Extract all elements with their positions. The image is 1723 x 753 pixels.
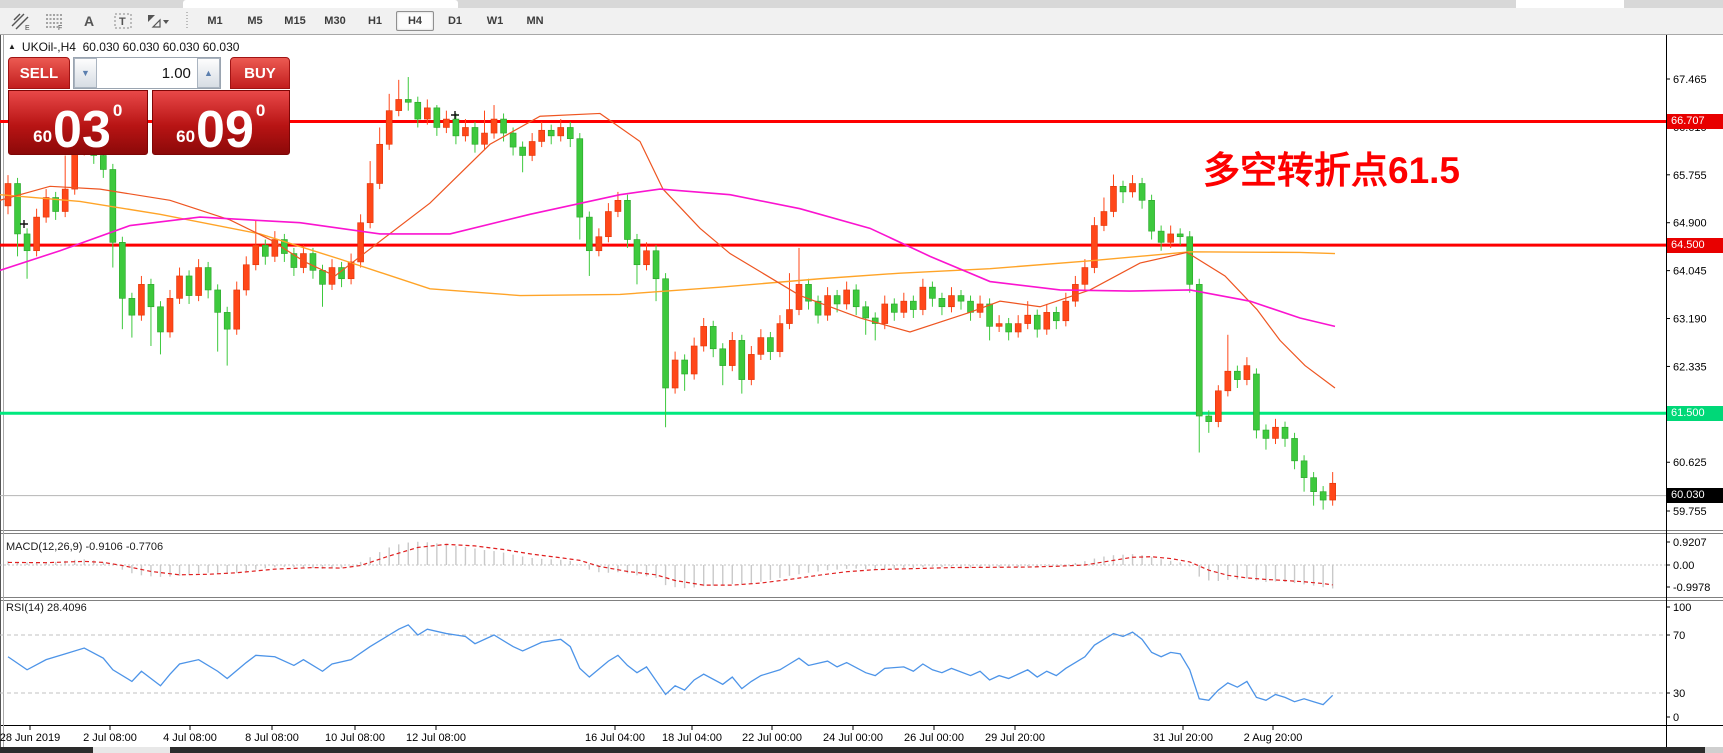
time-axis-label: 18 Jul 04:00 bbox=[662, 732, 722, 744]
support-price-badge: 61.500 bbox=[1667, 406, 1723, 421]
ma-line bbox=[0, 112, 1336, 389]
rsi-line bbox=[7, 624, 1334, 706]
time-axis-label: 28 Jun 2019 bbox=[0, 732, 60, 744]
text-label-tool-icon[interactable]: T bbox=[110, 11, 136, 31]
one-click-trade-panel: SELL ▼ ▲ BUY 60 03 0 60 09 0 bbox=[8, 57, 290, 160]
svg-text:E: E bbox=[25, 25, 30, 31]
equidistant-channel-tool-icon[interactable]: E bbox=[8, 11, 34, 31]
toolbar: E F A T M1 M5 M15 M30 H1 H4 D1 W1 MN bbox=[0, 8, 1723, 35]
rsi-indicator-label: RSI(14) 28.4096 bbox=[6, 602, 87, 614]
time-axis-label: 8 Jul 08:00 bbox=[245, 732, 299, 744]
macd-main-value: -0.9106 bbox=[85, 541, 123, 553]
macd-scale-label: 0.00 bbox=[1673, 560, 1694, 572]
window-bottom-edge bbox=[0, 747, 1723, 753]
buy-price-display[interactable]: 60 09 0 bbox=[151, 90, 290, 160]
text-tool-icon[interactable]: A bbox=[83, 13, 95, 29]
rsi-scale-label: 30 bbox=[1673, 688, 1685, 700]
ohlc-high: 60.030 bbox=[122, 40, 160, 54]
timeframe-button-mn[interactable]: MN bbox=[526, 15, 544, 27]
time-axis-label: 16 Jul 04:00 bbox=[585, 732, 645, 744]
toolbar-separator-handle[interactable] bbox=[184, 12, 189, 30]
ma-line bbox=[0, 194, 1336, 297]
macd-indicator-label: MACD(12,26,9) -0.9106 -0.7706 bbox=[6, 541, 164, 553]
price-tick-label: 60.625 bbox=[1673, 457, 1707, 469]
timeframe-button-w1[interactable]: W1 bbox=[486, 15, 504, 27]
price-tick-label: 62.335 bbox=[1673, 361, 1707, 373]
timeframe-button-m1[interactable]: M1 bbox=[207, 15, 223, 27]
macd-signal-value: -0.7706 bbox=[125, 541, 164, 553]
rsi-scale-label: 0 bbox=[1673, 712, 1679, 724]
volume-input[interactable] bbox=[96, 58, 197, 88]
svg-text:F: F bbox=[58, 25, 62, 31]
window-tab-segment bbox=[183, 0, 458, 8]
symbol-title: UKOil-,H4 bbox=[21, 40, 76, 54]
fibonacci-tool-icon[interactable]: F bbox=[42, 11, 68, 31]
panel-collapse-icon[interactable]: ▲ bbox=[8, 42, 16, 51]
resistance2-price-badge: 64.500 bbox=[1667, 238, 1723, 253]
chart-symbol-header: ▲ UKOil-,H4 60.030 60.030 60.030 60.030 bbox=[8, 40, 239, 54]
ohlc-open: 60.030 bbox=[82, 40, 120, 54]
price-tick-label: 67.465 bbox=[1673, 74, 1707, 86]
macd-scale-label: 0.9207 bbox=[1673, 537, 1707, 549]
buy-price-sup: 0 bbox=[255, 101, 266, 120]
time-axis-label: 22 Jul 00:00 bbox=[742, 732, 802, 744]
window-tab-segment-right bbox=[1516, 0, 1624, 8]
svg-text:T: T bbox=[119, 16, 126, 28]
price-tick-label: 64.900 bbox=[1673, 218, 1707, 230]
timeframe-button-d1[interactable]: D1 bbox=[447, 15, 463, 27]
cross-marker[interactable] bbox=[20, 220, 28, 228]
timeframe-button-m30[interactable]: M30 bbox=[324, 15, 346, 27]
macd-signal-line bbox=[7, 543, 1333, 586]
time-axis-label: 29 Jul 20:00 bbox=[985, 732, 1045, 744]
sell-price-prefix: 60 bbox=[33, 127, 53, 146]
timeframe-button-m5[interactable]: M5 bbox=[247, 15, 263, 27]
timeframe-buttons: M1 M5 M15 M30 H1 H4 D1 W1 MN bbox=[195, 11, 555, 31]
price-tick-label: 64.045 bbox=[1673, 266, 1707, 278]
cross-marker[interactable] bbox=[451, 111, 459, 119]
resistance1-price-badge: 66.707 bbox=[1667, 114, 1723, 129]
rsi-value: 28.4096 bbox=[46, 602, 87, 614]
volume-stepper: ▼ ▲ bbox=[72, 57, 221, 89]
time-axis-label: 24 Jul 00:00 bbox=[823, 732, 883, 744]
time-axis-label: 2 Jul 08:00 bbox=[83, 732, 137, 744]
macd-scale-label: -0.9978 bbox=[1673, 582, 1710, 594]
price-tick-label: 65.755 bbox=[1673, 170, 1707, 182]
price-tick-label: 63.190 bbox=[1673, 314, 1707, 326]
chart-annotation[interactable]: 多空转折点61.5 bbox=[1203, 150, 1460, 191]
window-top-edge bbox=[0, 0, 1723, 8]
time-axis-label: 10 Jul 08:00 bbox=[325, 732, 385, 744]
time-axis-label: 31 Jul 20:00 bbox=[1153, 732, 1213, 744]
time-axis-label: 4 Jul 08:00 bbox=[163, 732, 217, 744]
ohlc-low: 60.030 bbox=[162, 40, 200, 54]
sell-price-display[interactable]: 60 03 0 bbox=[8, 90, 148, 160]
buy-price-prefix: 60 bbox=[176, 127, 196, 146]
volume-decrease-button[interactable]: ▼ bbox=[73, 58, 97, 88]
time-axis-label: 2 Aug 20:00 bbox=[1244, 732, 1303, 744]
buy-button[interactable]: BUY bbox=[229, 57, 290, 89]
current-price-badge: 60.030 bbox=[1667, 488, 1723, 503]
rsi-scale-label: 70 bbox=[1673, 630, 1685, 642]
sell-price-big: 03 bbox=[53, 101, 111, 160]
timeframe-button-m15[interactable]: M15 bbox=[284, 15, 306, 27]
ma-line bbox=[0, 188, 1336, 328]
ohlc-close: 60.030 bbox=[202, 40, 240, 54]
sell-price-sup: 0 bbox=[112, 101, 123, 120]
timeframe-button-h4[interactable]: H4 bbox=[396, 11, 434, 31]
timeframe-button-h1[interactable]: H1 bbox=[367, 15, 383, 27]
sell-button[interactable]: SELL bbox=[8, 57, 70, 89]
time-axis-label: 12 Jul 08:00 bbox=[406, 732, 466, 744]
volume-increase-button[interactable]: ▲ bbox=[196, 58, 220, 88]
price-tick-label: 59.755 bbox=[1673, 506, 1707, 518]
buy-price-big: 09 bbox=[196, 101, 254, 160]
arrows-tool-icon[interactable] bbox=[144, 11, 170, 31]
time-axis-label: 26 Jul 00:00 bbox=[904, 732, 964, 744]
rsi-scale-label: 100 bbox=[1673, 602, 1691, 614]
